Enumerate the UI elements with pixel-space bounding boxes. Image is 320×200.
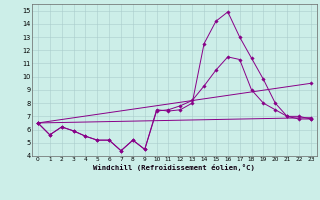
X-axis label: Windchill (Refroidissement éolien,°C): Windchill (Refroidissement éolien,°C) xyxy=(93,164,255,171)
